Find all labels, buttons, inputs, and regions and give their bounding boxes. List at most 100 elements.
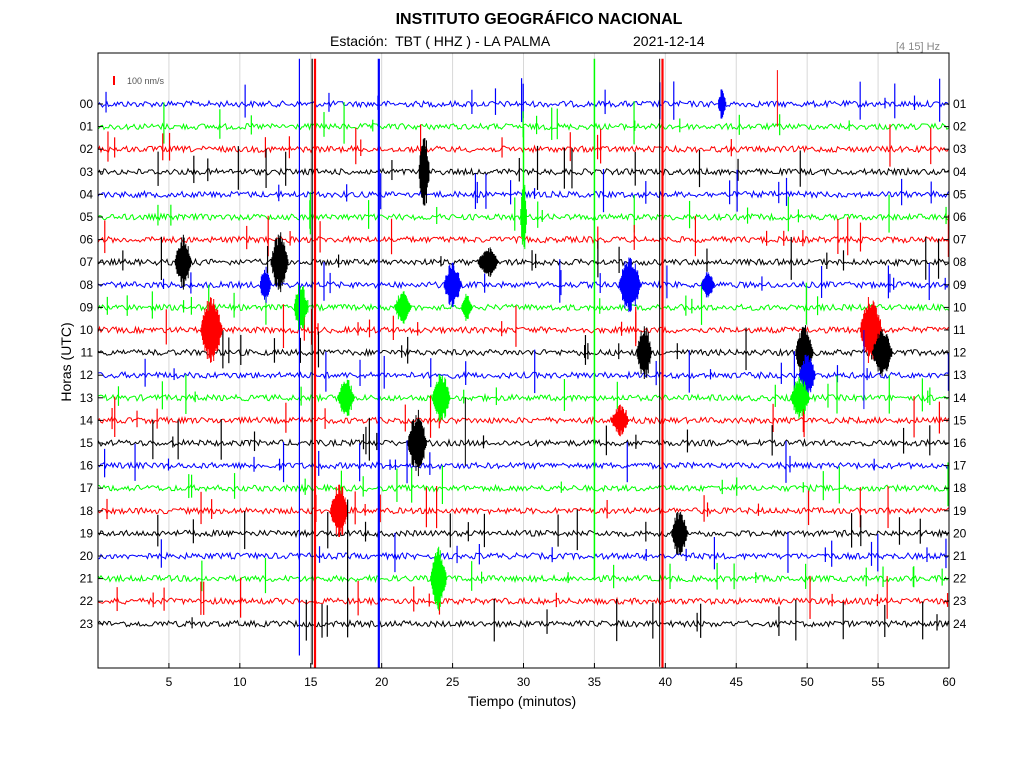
y-tick-label: 00: [80, 97, 94, 111]
trace-line: [98, 325, 949, 335]
trace-line: [98, 619, 949, 629]
y-tick-label-right: 23: [953, 594, 967, 608]
y-tick-label-right: 19: [953, 504, 967, 518]
seismic-event: [443, 262, 463, 307]
y-tick-label: 14: [80, 413, 94, 427]
seismic-event: [338, 379, 355, 416]
scale-bar-marker: [113, 76, 115, 85]
y-tick-label-right: 08: [953, 255, 967, 269]
y-tick-label-right: 02: [953, 120, 967, 134]
trace-line: [98, 438, 949, 448]
y-tick-label-right: 13: [953, 368, 967, 382]
seismic-event: [799, 354, 816, 396]
chart-title: INSTITUTO GEOGRÁFICO NACIONAL: [395, 11, 683, 28]
y-tick-label: 05: [80, 210, 94, 224]
y-tick-label: 11: [81, 346, 94, 360]
y-tick-label: 06: [80, 233, 94, 247]
x-tick-label: 45: [730, 675, 744, 689]
x-tick-label: 10: [233, 675, 247, 689]
y-tick-label: 12: [80, 368, 94, 382]
seismic-event: [701, 272, 715, 298]
y-tick-label-right: 14: [953, 391, 967, 405]
x-tick-label: 30: [517, 675, 531, 689]
trace-line: [98, 483, 949, 493]
grid-layer: [168, 53, 879, 668]
date-label: 2021-12-14: [633, 33, 705, 49]
seismic-event: [330, 484, 349, 537]
seismic-event: [270, 232, 290, 293]
y-tick-label: 22: [80, 594, 94, 608]
y-tick-label: 01: [80, 120, 94, 134]
y-axis-label: Horas (UTC): [58, 322, 74, 401]
seismic-event: [394, 291, 412, 324]
y-tick-label: 13: [80, 391, 94, 405]
y-tick-label: 07: [80, 255, 94, 269]
seismic-event: [260, 266, 272, 303]
seismic-event: [294, 284, 308, 330]
frequency-band-label: [4 15] Hz: [896, 41, 941, 53]
trace-line: [98, 551, 949, 561]
trace-line: [98, 528, 949, 539]
seismic-event: [611, 404, 630, 437]
y-tick-label: 21: [80, 572, 94, 586]
trace-line: [98, 596, 949, 607]
trace-line: [98, 415, 949, 425]
x-tick-label: 55: [871, 675, 885, 689]
y-tick-label: 09: [80, 300, 94, 314]
y-tick-label-right: 05: [953, 187, 967, 201]
trace-line: [98, 573, 949, 584]
y-tick-label: 18: [80, 504, 94, 518]
scale-bar: 100 nm/s: [113, 76, 165, 86]
seismic-event: [618, 257, 642, 313]
x-tick-label: 5: [166, 675, 173, 689]
y-tick-label-right: 15: [953, 413, 967, 427]
seismic-event: [432, 374, 451, 422]
trace-line: [98, 121, 949, 132]
seismic-event: [407, 409, 427, 477]
y-tick-label-right: 07: [953, 233, 967, 247]
y-tick-label-right: 16: [953, 436, 967, 450]
y-tick-label-right: 01: [953, 97, 967, 111]
trace-line: [98, 506, 949, 516]
y-tick-label-right: 09: [953, 278, 967, 292]
seismic-event: [430, 546, 448, 611]
seismic-event: [795, 325, 814, 381]
trace-line: [98, 99, 949, 109]
y-tick-label: 23: [80, 617, 94, 631]
seismic-event: [790, 376, 810, 419]
seismic-event: [418, 138, 431, 206]
x-tick-label: 25: [446, 675, 460, 689]
x-tick-label: 50: [800, 675, 814, 689]
scale-bar-label: 100 nm/s: [127, 76, 165, 86]
seismic-event: [872, 329, 893, 377]
y-tick-label-right: 12: [953, 346, 967, 360]
x-tick-label: 20: [375, 675, 389, 689]
y-tick-label: 03: [80, 165, 94, 179]
x-tick-label: 60: [942, 675, 956, 689]
y-tick-label: 19: [80, 526, 94, 540]
ticks-layer: 5 10 15 20 25 30 35 40 45 50 55 60 00 01 02 03 04 05 06 07 0…: [80, 97, 967, 689]
y-tick-label-right: 11: [953, 323, 966, 337]
y-tick-label: 02: [80, 142, 94, 156]
station-label: Estación: TBT ( HHZ ) - LA PALMA: [330, 33, 551, 49]
seismic-event: [477, 247, 499, 277]
seismic-event: [718, 89, 727, 119]
x-tick-label: 35: [588, 675, 602, 689]
y-tick-label: 20: [80, 549, 94, 563]
y-tick-label-right: 03: [953, 142, 967, 156]
y-tick-label: 04: [80, 187, 94, 201]
y-tick-label-right: 10: [953, 300, 967, 314]
y-tick-label: 08: [80, 278, 94, 292]
y-tick-label: 17: [80, 481, 94, 495]
y-tick-label: 10: [80, 323, 94, 337]
trace-line: [98, 461, 949, 471]
seismic-event: [671, 511, 689, 555]
y-tick-label-right: 21: [953, 549, 967, 563]
seismic-event: [636, 326, 652, 379]
seismic-event: [200, 297, 223, 363]
y-tick-label-right: 04: [953, 165, 967, 179]
y-tick-label-right: 22: [953, 572, 967, 586]
x-tick-label: 15: [304, 675, 318, 689]
trace-line: [98, 257, 949, 268]
